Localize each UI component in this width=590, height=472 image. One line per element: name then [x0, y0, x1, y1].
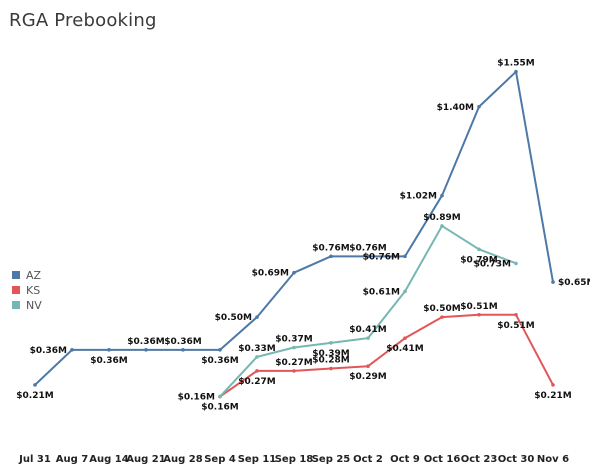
x-tick-label: Oct 2: [353, 454, 383, 465]
data-label-nv: $0.33M: [238, 344, 275, 354]
data-label-az: $0.76M: [312, 243, 349, 253]
data-point-nv: [440, 224, 444, 228]
legend: AZ KS NV: [12, 268, 42, 313]
x-tick-label: Oct 9: [390, 454, 420, 465]
data-point-az: [403, 254, 407, 259]
data-label-az: $0.21M: [16, 391, 53, 401]
data-label-ks: $0.27M: [238, 377, 275, 387]
data-label-ks: $0.50M: [423, 304, 460, 314]
data-label-az: $0.76M: [363, 252, 400, 262]
data-point-az: [551, 280, 555, 284]
data-label-az: $1.02M: [400, 192, 437, 202]
data-label-az: $0.76M: [349, 243, 386, 253]
data-point-az: [440, 193, 444, 198]
data-point-ks: [477, 312, 481, 317]
data-label-az: $0.50M: [215, 313, 252, 323]
data-label-az: $0.36M: [164, 337, 201, 347]
legend-label-nv: NV: [26, 298, 42, 312]
data-point-ks: [366, 364, 370, 369]
data-label-ks: $0.51M: [460, 302, 497, 312]
x-tick-label: Sep 18: [275, 454, 314, 465]
data-point-az: [514, 69, 518, 74]
data-point-nv: [514, 261, 518, 266]
legend-label-az: AZ: [26, 268, 42, 282]
legend-swatch-nv: [12, 301, 20, 309]
data-label-ks: $0.28M: [312, 356, 349, 366]
data-point-ks: [403, 336, 407, 340]
x-tick-label: Aug 14: [89, 454, 128, 465]
legend-item-nv[interactable]: NV: [12, 298, 42, 312]
data-point-ks: [292, 369, 296, 373]
data-label-ks: $0.29M: [349, 372, 386, 382]
data-label-nv: $0.16M: [201, 403, 238, 413]
x-tick-label: Nov 6: [537, 454, 569, 465]
x-tick-label: Jul 31: [18, 454, 51, 465]
data-label-ks: $0.21M: [534, 391, 571, 401]
data-label-az: $0.36M: [90, 356, 127, 366]
data-point-az: [181, 348, 185, 352]
data-point-ks: [255, 369, 259, 373]
data-point-az: [292, 270, 296, 275]
data-label-ks: $0.41M: [386, 344, 423, 354]
x-tick-label: Aug 28: [163, 454, 202, 465]
data-point-az: [366, 254, 370, 259]
x-tick-label: Aug 21: [126, 454, 165, 465]
data-label-az: $1.55M: [497, 59, 534, 69]
data-point-ks: [329, 366, 333, 371]
data-label-nv: $0.39M: [312, 349, 349, 359]
data-point-ks: [440, 315, 444, 319]
x-tick-label: Aug 7: [56, 454, 88, 465]
data-label-az: $0.36M: [30, 346, 67, 356]
data-point-nv: [366, 336, 370, 340]
data-point-az: [255, 315, 259, 319]
data-label-nv: $0.73M: [474, 259, 511, 269]
data-label-az: $0.36M: [201, 356, 238, 366]
legend-item-az[interactable]: AZ: [12, 268, 42, 282]
data-point-az: [329, 254, 333, 259]
data-point-az: [33, 383, 37, 387]
legend-swatch-ks: [12, 286, 20, 294]
data-label-nv: $0.37M: [275, 335, 312, 345]
data-point-nv: [218, 394, 222, 399]
x-tick-label: Oct 23: [461, 454, 498, 465]
x-tick-label: Sep 4: [204, 454, 236, 465]
data-label-nv: $0.89M: [423, 213, 460, 223]
data-point-nv: [477, 247, 481, 252]
data-point-az: [477, 104, 481, 109]
data-label-ks: $0.51M: [497, 321, 534, 331]
data-point-nv: [403, 289, 407, 294]
x-tick-label: Sep 11: [238, 454, 277, 465]
x-tick-label: Oct 30: [498, 454, 535, 465]
data-label-ks: $0.16M: [178, 393, 215, 403]
data-point-ks: [514, 312, 518, 317]
legend-swatch-az: [12, 271, 20, 279]
series-line-ks: [219, 313, 554, 398]
data-label-nv: $0.79M: [460, 255, 497, 265]
data-label-ks: $0.27M: [275, 358, 312, 368]
data-point-nv: [255, 355, 259, 359]
x-tick-label: Oct 16: [424, 454, 461, 465]
data-label-az: $1.40M: [437, 103, 474, 113]
data-point-az: [218, 348, 222, 352]
x-tick-label: Sep 25: [312, 454, 351, 465]
data-point-nv: [292, 345, 296, 350]
data-point-ks: [551, 383, 555, 387]
data-label-nv: $0.61M: [363, 287, 400, 297]
chart-title: RGA Prebooking: [9, 10, 157, 31]
data-point-nv: [329, 341, 333, 345]
data-label-az: $0.36M: [127, 337, 164, 347]
data-point-az: [107, 348, 111, 352]
data-label-nv: $0.41M: [349, 325, 386, 335]
legend-item-ks[interactable]: KS: [12, 283, 42, 297]
data-point-az: [70, 348, 74, 352]
data-label-az: $0.65M: [558, 278, 590, 288]
data-label-az: $0.69M: [252, 269, 289, 279]
legend-label-ks: KS: [26, 283, 41, 297]
data-point-az: [144, 348, 148, 352]
